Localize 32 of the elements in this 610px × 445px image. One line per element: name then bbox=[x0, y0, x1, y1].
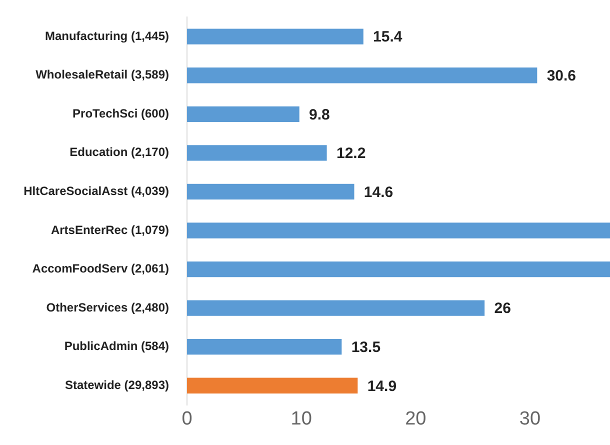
x-tick-label: 10 bbox=[290, 408, 312, 430]
data-label: 14.9 bbox=[367, 378, 397, 395]
data-label: 12.2 bbox=[336, 145, 366, 162]
y-tick-label: ArtsEnterRec (1,079) bbox=[50, 222, 169, 237]
data-label: 14.6 bbox=[364, 184, 394, 201]
data-label: 26 bbox=[494, 300, 511, 318]
bar bbox=[187, 28, 364, 44]
bar bbox=[187, 68, 538, 84]
data-label: 13.5 bbox=[351, 338, 381, 356]
bar bbox=[187, 339, 342, 355]
data-label: 15.4 bbox=[373, 28, 403, 46]
y-tick-label: Manufacturing (1,445) bbox=[44, 28, 169, 43]
x-tick-label: 20 bbox=[405, 408, 426, 430]
data-label: 30.6 bbox=[546, 68, 576, 85]
y-tick-label: Statewide (29,893) bbox=[64, 378, 169, 392]
y-tick-label: Education (2,170) bbox=[70, 145, 169, 160]
bar bbox=[187, 106, 300, 122]
y-tick-label: HltCareSocialAsst (4,039) bbox=[24, 184, 169, 198]
bar bbox=[187, 378, 358, 394]
y-tick-label: AccomFoodServ (2,061) bbox=[32, 262, 169, 276]
y-tick-label: ProTechSci (600) bbox=[72, 106, 169, 120]
bar bbox=[187, 300, 485, 316]
bar bbox=[187, 145, 327, 161]
data-label: 9.8 bbox=[309, 106, 330, 124]
y-tick-label: PublicAdmin (584) bbox=[64, 339, 169, 354]
bar bbox=[187, 261, 610, 278]
bar bbox=[187, 222, 610, 238]
x-tick-label: 30 bbox=[519, 408, 541, 430]
y-tick-label: WholesaleRetail (3,589) bbox=[36, 68, 169, 82]
x-tick-label: 0 bbox=[182, 408, 192, 430]
bar bbox=[187, 184, 354, 200]
y-tick-label: OtherServices (2,480) bbox=[46, 300, 169, 314]
